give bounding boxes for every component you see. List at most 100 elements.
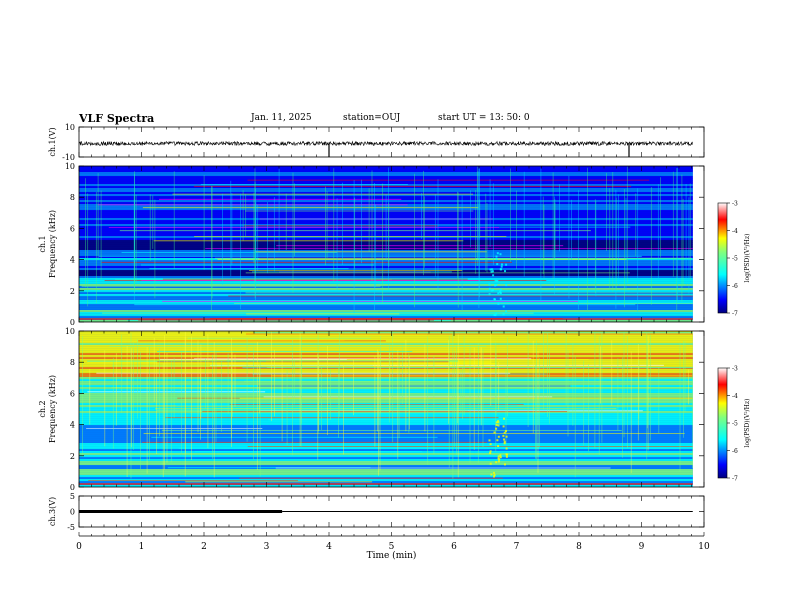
spectrogram-band <box>79 298 693 301</box>
spectrogram-band <box>79 383 693 386</box>
x-tick-label: 10 <box>698 542 710 552</box>
y-axis-label: Frequency (kHz) <box>48 375 57 443</box>
noise-speck <box>489 450 492 453</box>
spectrogram-band <box>79 182 693 185</box>
noise-speck <box>505 453 508 456</box>
y-tick-label: -10 <box>62 153 75 162</box>
spectrogram-1 <box>79 166 693 322</box>
x-tick-label: 8 <box>576 542 582 552</box>
colorbar-tick-label: -7 <box>732 311 738 318</box>
waveform-line <box>79 140 693 147</box>
spectrogram-band <box>79 349 693 352</box>
colorbar-tick-label: -3 <box>732 201 738 208</box>
spectrogram-band <box>79 431 693 434</box>
noise-speck <box>493 474 496 477</box>
noise-speck <box>490 270 493 273</box>
noise-speck <box>505 455 508 458</box>
spectrogram-band <box>79 168 693 171</box>
noise-speck <box>497 302 500 305</box>
spectrogram-band <box>79 188 693 191</box>
spectrogram-band <box>79 481 693 484</box>
spectrogram-band <box>79 395 693 398</box>
y-axis-label: ch.3(V) <box>48 497 57 526</box>
noise-speck <box>489 443 492 446</box>
colorbar <box>717 202 728 314</box>
spectrogram-band <box>79 288 693 291</box>
spectrogram-band <box>79 485 693 487</box>
noise-speck <box>499 454 502 457</box>
y-tick-label: -5 <box>67 523 75 532</box>
spectrogram-band <box>79 363 693 366</box>
spectrogram-band <box>79 316 693 319</box>
noise-speck <box>499 292 502 295</box>
spectrogram-band <box>79 176 693 179</box>
spectrogram-band <box>79 463 693 466</box>
spectrogram-band <box>79 180 693 183</box>
spectrogram-band <box>79 421 693 424</box>
noise-speck <box>490 289 493 292</box>
spectrogram-band <box>79 280 693 283</box>
noise-speck <box>504 270 506 273</box>
x-tick-label: 0 <box>76 542 82 552</box>
spectrogram-band <box>79 387 693 390</box>
spectrogram-band <box>79 166 693 169</box>
spectrogram-band <box>79 282 693 285</box>
spectrogram-band <box>79 419 693 422</box>
spectrogram-band <box>79 435 693 438</box>
spectrogram-band <box>79 353 693 356</box>
y-tick-label: 0 <box>70 508 75 517</box>
noise-speck <box>501 263 503 266</box>
spectrogram-band <box>79 443 693 446</box>
x-tick-label: 4 <box>326 542 332 552</box>
spectrogram-band <box>79 427 693 430</box>
y-tick-label: 10 <box>65 162 75 171</box>
spectrogram-band <box>79 314 693 317</box>
noise-speck <box>488 293 491 296</box>
y-axis-label: Frequency (kHz) <box>48 210 57 278</box>
x-tick-label: 5 <box>389 542 395 552</box>
noise-speck <box>496 263 499 266</box>
spectrogram-band <box>79 284 693 287</box>
x-tick-label: 2 <box>201 542 207 552</box>
noise-speck <box>495 461 498 464</box>
spectrogram-band <box>79 451 693 454</box>
colorbar-tick-label: -5 <box>732 256 738 263</box>
colorbar-tick-label: -5 <box>732 421 738 428</box>
spectrogram-band <box>79 290 693 293</box>
noise-speck <box>493 471 495 474</box>
noise-speck <box>499 253 502 256</box>
spectrogram-band <box>79 266 693 269</box>
noise-speck <box>499 290 502 293</box>
spectrogram-band <box>79 479 693 482</box>
spectrogram-band <box>79 369 693 372</box>
spectrogram-band <box>79 393 693 396</box>
spectrogram-band <box>79 355 693 358</box>
spectrogram-band <box>79 190 693 193</box>
spectrogram-band <box>79 367 693 370</box>
noise-speck <box>493 298 496 301</box>
noise-speck <box>497 445 500 447</box>
spectrogram-band <box>79 184 693 187</box>
spectrogram-band <box>79 274 693 277</box>
colorbar-tick-label: -6 <box>732 283 738 290</box>
spectrogram-band <box>79 335 693 338</box>
spectrogram-band <box>79 320 693 322</box>
spectrogram-band <box>79 296 693 299</box>
y-tick-label: 10 <box>65 123 75 132</box>
spectrogram-band <box>79 347 693 350</box>
y-tick-label: 2 <box>70 452 75 461</box>
spectrogram-band <box>79 262 693 265</box>
noise-speck <box>503 440 506 443</box>
colorbar-tick-label: -7 <box>732 476 738 483</box>
spectrogram-band <box>79 359 693 362</box>
spectrogram-band <box>79 343 693 346</box>
spectrogram-band <box>79 172 693 175</box>
spectrogram-band <box>79 461 693 464</box>
spectrogram-band <box>79 415 693 418</box>
y-tick-label: 4 <box>70 421 75 430</box>
noise-speck <box>502 434 505 437</box>
noise-speck <box>502 425 505 428</box>
spectrogram-band <box>79 339 693 342</box>
noise-speck <box>499 456 502 459</box>
y-tick-label: 2 <box>70 287 75 296</box>
